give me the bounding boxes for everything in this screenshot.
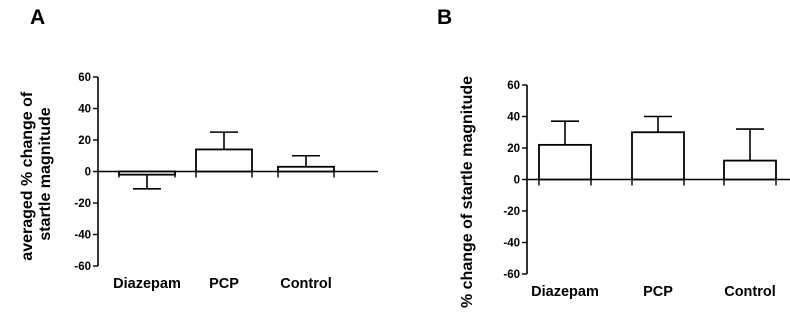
panel-a-category-label: PCP xyxy=(209,276,239,292)
panel-a-y-tick-label: -40 xyxy=(74,230,91,242)
panel-a-bar-control xyxy=(277,165,335,173)
panel-a-bar-diazepam xyxy=(118,170,176,176)
panel-a-y-tick-label: 40 xyxy=(78,104,91,116)
panel-b-y-tick-label: 60 xyxy=(507,80,520,92)
panel-b-bar-control xyxy=(723,159,777,181)
panel-b: B % change of startle magnitude 60 40 20 0 -… xyxy=(437,6,790,308)
panel-b-category-label: Control xyxy=(724,284,776,300)
panel-b-y-tick-label: 40 xyxy=(507,112,520,124)
panel-b-category-label: PCP xyxy=(643,284,673,300)
panel-b-ylabel: % change of startle magnitude xyxy=(459,76,476,308)
panel-b-bars xyxy=(538,115,777,181)
panel-b-y-tick-label: 20 xyxy=(507,143,520,155)
panel-a-category-label: Diazepam xyxy=(113,276,181,292)
panel-b-letter: B xyxy=(437,6,452,29)
panel-b-bar-diazepam xyxy=(538,143,592,181)
panel-b-y-tick-label: 0 xyxy=(514,175,520,187)
panel-a-y-ticks: 60 40 20 0 -20 -40 -60 xyxy=(74,72,98,273)
panel-a-y-tick-label: -20 xyxy=(74,198,91,210)
panel-b-categories: Diazepam PCP Control xyxy=(531,284,776,300)
panel-b-category-label: Diazepam xyxy=(531,284,599,300)
panel-a-y-tick-label: 20 xyxy=(78,135,91,147)
panel-a-ylabel-line-2: startle magnitude xyxy=(37,107,54,240)
panel-a-letter: A xyxy=(30,6,45,29)
panel-a-y-tick-label: 60 xyxy=(78,72,91,84)
panel-b-bar-pcp xyxy=(631,131,685,181)
panel-a-categories: Diazepam PCP Control xyxy=(113,276,332,292)
panel-b-y-tick-label: -40 xyxy=(503,238,520,250)
panel-b-y-tick-label: -60 xyxy=(503,269,520,281)
panel-a-bars xyxy=(118,131,335,190)
panel-a-ylabel: averaged % change of startle magnitude xyxy=(19,87,54,260)
panel-a-category-label: Control xyxy=(280,276,332,292)
panel-b-y-ticks: 60 40 20 0 -20 -40 -60 xyxy=(503,80,527,281)
panel-a-bar-pcp xyxy=(195,148,253,173)
panel-a-y-tick-label: -60 xyxy=(74,261,91,273)
panel-b-y-tick-label: -20 xyxy=(503,206,520,218)
panel-a-ylabel-line-1: averaged % change of xyxy=(19,91,36,261)
panel-a: A averaged % change of startle magnitude… xyxy=(19,6,378,292)
panel-a-y-tick-label: 0 xyxy=(85,167,91,179)
